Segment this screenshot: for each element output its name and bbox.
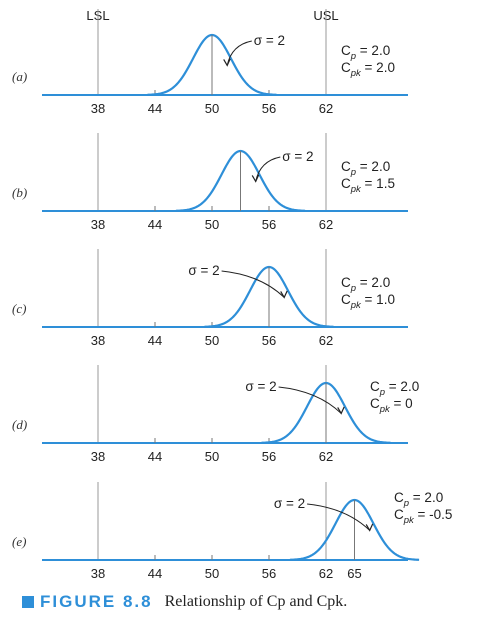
sigma-arrow-icon (337, 406, 345, 415)
cp-value: Cp = 2.0 (370, 379, 419, 398)
x-tick-label: 56 (262, 449, 276, 464)
sigma-label: σ = 2 (245, 379, 276, 394)
panel-label: (e) (12, 534, 26, 549)
sigma-leader-line (226, 40, 252, 66)
x-tick-label: 62 (319, 333, 333, 348)
panel-label: (d) (12, 417, 27, 432)
x-tick-label: 44 (148, 217, 162, 232)
cpk-value: Cpk = 2.0 (341, 60, 395, 79)
x-tick-label: 38 (91, 101, 105, 116)
sigma-arrow-icon (365, 523, 374, 532)
x-tick-label: 38 (91, 566, 105, 581)
x-tick-label: 38 (91, 217, 105, 232)
x-tick-label: 56 (262, 333, 276, 348)
cp-value: Cp = 2.0 (394, 490, 443, 509)
x-tick-label: 44 (148, 101, 162, 116)
x-tick-label: 50 (205, 217, 219, 232)
x-tick-label: 38 (91, 333, 105, 348)
sigma-arrow-icon (251, 174, 260, 183)
x-tick-label: 62 (319, 449, 333, 464)
sigma-leader-line (278, 386, 342, 414)
x-tick-label: 50 (205, 449, 219, 464)
caption-text: Relationship of Cp and Cpk. (164, 593, 348, 610)
sigma-arrow-icon (223, 58, 231, 67)
cpk-value: Cpk = 0 (370, 396, 413, 415)
x-tick-label: 44 (148, 449, 162, 464)
x-tick-label: 50 (205, 566, 219, 581)
caption-figure-label: FIGURE 8.8 (40, 592, 153, 611)
x-tick-label: 50 (205, 101, 219, 116)
cpk-value: Cpk = -0.5 (394, 507, 452, 526)
x-tick-label: 65 (347, 566, 361, 581)
sigma-label: σ = 2 (254, 33, 285, 48)
x-tick-label: 38 (91, 449, 105, 464)
sigma-arrow-icon (280, 290, 288, 299)
x-tick-label: 44 (148, 566, 162, 581)
figure-caption: FIGURE 8.8 Relationship of Cp and Cpk. (22, 590, 347, 614)
panel-label: (a) (12, 69, 27, 84)
sigma-leader-line (221, 270, 285, 298)
x-tick-label: 50 (205, 333, 219, 348)
cpk-value: Cpk = 1.0 (341, 292, 395, 311)
cpk-value: Cpk = 1.5 (341, 176, 395, 195)
cp-value: Cp = 2.0 (341, 43, 390, 62)
panel-label: (b) (12, 185, 27, 200)
x-tick-label: 62 (319, 217, 333, 232)
sigma-leader-line (307, 503, 371, 531)
x-tick-label: 56 (262, 217, 276, 232)
panel-label: (c) (12, 301, 26, 316)
caption-square-icon (22, 596, 34, 608)
sigma-leader-line (255, 156, 281, 182)
x-tick-label: 62 (319, 101, 333, 116)
sigma-label: σ = 2 (274, 496, 305, 511)
cp-value: Cp = 2.0 (341, 275, 390, 294)
sigma-label: σ = 2 (282, 149, 313, 164)
x-tick-label: 56 (262, 566, 276, 581)
x-tick-label: 62 (319, 566, 333, 581)
x-tick-label: 44 (148, 333, 162, 348)
cp-value: Cp = 2.0 (341, 159, 390, 178)
x-tick-label: 56 (262, 101, 276, 116)
sigma-label: σ = 2 (188, 263, 219, 278)
